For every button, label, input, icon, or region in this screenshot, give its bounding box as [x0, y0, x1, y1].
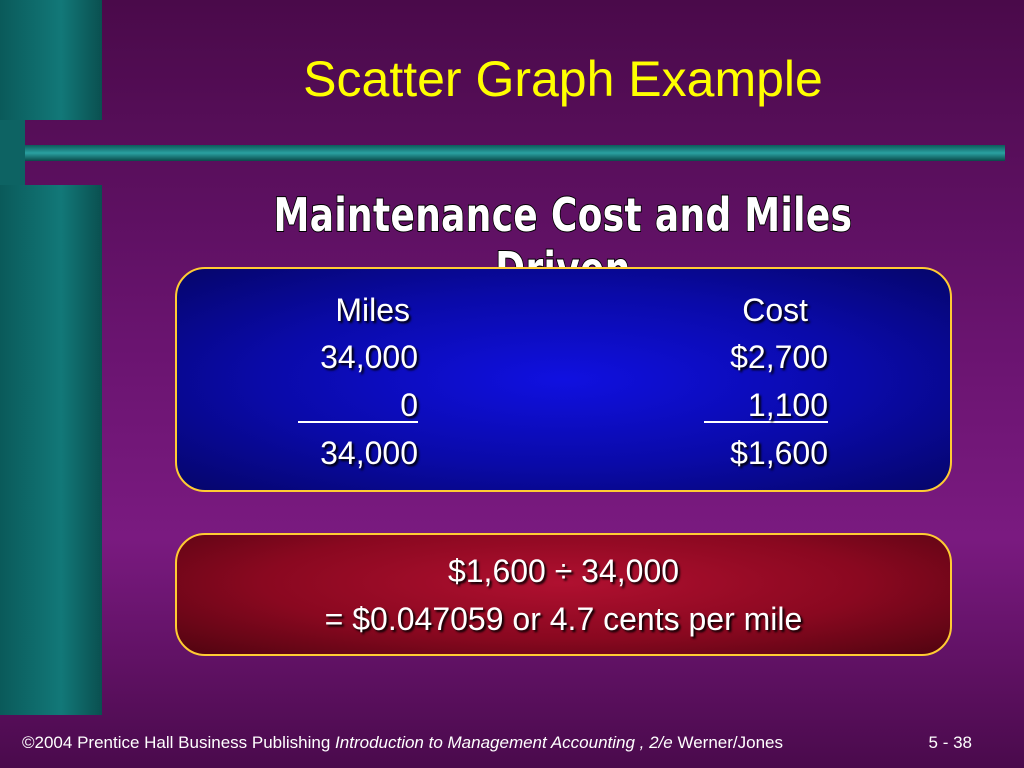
table-cell: 0 — [298, 389, 418, 423]
table-box — [175, 267, 952, 492]
left-bar — [0, 185, 102, 715]
footer-book: Introduction to Management Accounting , … — [335, 733, 673, 752]
table-cell: $1,600 — [730, 435, 828, 471]
footer-authors: Werner/Jones — [677, 733, 783, 752]
left-bar — [0, 120, 25, 185]
column-header: Cost — [742, 292, 808, 328]
footer: ©2004 Prentice Hall Business Publishing … — [22, 733, 1002, 753]
slide-title: Scatter Graph Example — [303, 51, 823, 107]
left-bar — [0, 0, 102, 120]
table-cell: 1,100 — [704, 389, 828, 423]
column-header: Miles — [335, 292, 410, 328]
result-line: = $0.047059 or 4.7 cents per mile — [324, 601, 803, 637]
footer-publisher: ©2004 Prentice Hall Business Publishing — [22, 733, 331, 752]
table-cell: 34,000 — [320, 435, 418, 471]
result-line: $1,600 ÷ 34,000 — [447, 553, 680, 589]
table-cell: $2,700 — [730, 339, 828, 375]
table-cell: 34,000 — [320, 339, 418, 375]
result-box — [175, 533, 952, 656]
divider-bar — [25, 145, 1005, 161]
page-number: 5 - 38 — [928, 733, 972, 752]
